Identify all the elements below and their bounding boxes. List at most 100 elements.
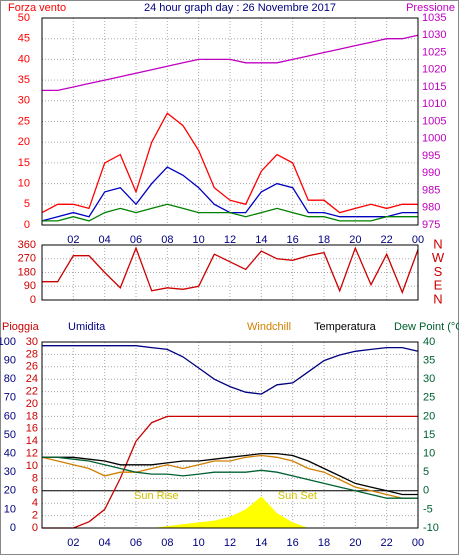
y2-tick-label: 1035: [422, 12, 446, 24]
x-tick-label: 22: [381, 537, 393, 549]
y2-tick-label: 5: [423, 466, 429, 478]
y-tick-label: 5: [24, 198, 30, 210]
y-tick-label: 360: [18, 239, 36, 251]
annotation: Sun Rise: [134, 490, 179, 502]
line: [42, 456, 418, 499]
x-tick-label: 00: [412, 537, 424, 549]
y2-tick-label: 25: [423, 392, 435, 404]
y3-tick-label: 0: [10, 522, 16, 534]
wind-label: Forza vento: [8, 2, 66, 14]
legend-label: Temperatura: [314, 321, 377, 333]
legend-label: Pioggia: [2, 321, 40, 333]
y-tick-label: 20: [26, 398, 38, 410]
x-tick-label: 16: [287, 537, 299, 549]
x-tick-label: 06: [130, 537, 142, 549]
y-tick-label: 45: [18, 33, 30, 45]
line: [42, 203, 418, 222]
pressure-label: Pressione: [406, 2, 455, 14]
y-tick-label: 0: [32, 522, 38, 534]
y2-tick-label: 990: [422, 167, 440, 179]
line: [42, 452, 418, 496]
y-tick-label: 270: [18, 253, 36, 265]
y3-tick-label: 90: [4, 355, 16, 367]
y-tick-label: 12: [26, 448, 38, 460]
area: [42, 496, 418, 528]
x-tick-label: 04: [99, 537, 111, 549]
x-tick-label: 08: [161, 234, 173, 246]
y2-tick-label: 1000: [422, 133, 446, 145]
x-tick-label: 22: [381, 234, 393, 246]
y-tick-label: 6: [32, 485, 38, 497]
y2-tick-label: 975: [422, 219, 440, 231]
y3-tick-label: 30: [4, 466, 16, 478]
x-tick-label: 02: [67, 234, 79, 246]
y2-tick-label: -10: [423, 522, 439, 534]
y2-tick-label: 995: [422, 150, 440, 162]
y-tick-label: 20: [18, 136, 30, 148]
x-tick-label: 18: [318, 234, 330, 246]
y-tick-label: 2: [32, 510, 38, 522]
y2-tick-label: E: [434, 278, 443, 293]
y3-tick-label: 20: [4, 485, 16, 497]
x-tick-label: 20: [349, 234, 361, 246]
line: [41, 112, 418, 214]
y2-tick-label: N: [433, 236, 442, 251]
y-tick-label: 18: [26, 410, 38, 422]
y2-tick-label: -5: [423, 503, 433, 515]
x-tick-label: 14: [255, 537, 267, 549]
y-tick-label: 24: [26, 373, 38, 385]
y3-tick-label: 70: [4, 392, 16, 404]
y3-tick-label: 80: [4, 373, 16, 385]
plot-frame: [41, 17, 419, 226]
y2-tick-label: W: [432, 250, 445, 265]
y-tick-label: 40: [18, 53, 30, 65]
x-tick-label: 00: [412, 234, 424, 246]
chart-title: 24 hour graph day : 26 Novembre 2017: [144, 2, 336, 14]
plot-frame: [41, 341, 419, 529]
y2-tick-label: 20: [423, 410, 435, 422]
legend-label: Umidita: [68, 321, 106, 333]
y-tick-label: 10: [26, 460, 38, 472]
x-tick-label: 06: [130, 234, 142, 246]
y2-tick-label: 985: [422, 184, 440, 196]
y2-tick-label: 35: [423, 355, 435, 367]
x-tick-label: 14: [255, 234, 267, 246]
legend-label: Windchill: [247, 321, 291, 333]
annotation: Sun Set: [278, 490, 317, 502]
x-tick-label: 08: [161, 537, 173, 549]
y3-tick-label: 50: [4, 429, 16, 441]
line: [42, 345, 419, 395]
y2-tick-label: 980: [422, 202, 440, 214]
y2-tick-label: 1005: [422, 115, 446, 127]
x-tick-label: 16: [287, 234, 299, 246]
y-tick-label: 16: [26, 423, 38, 435]
y2-tick-label: 0: [423, 485, 429, 497]
x-tick-label: 12: [224, 234, 236, 246]
y-tick-label: 22: [26, 386, 38, 398]
y3-tick-label: 10: [4, 503, 16, 515]
y-tick-label: 4: [32, 497, 38, 509]
y-tick-label: 30: [18, 95, 30, 107]
line: [42, 415, 418, 529]
y-tick-label: 50: [18, 12, 30, 24]
plot-frame: [41, 244, 419, 301]
line: [42, 246, 419, 295]
y-tick-label: 0: [30, 294, 36, 306]
y-tick-label: 14: [26, 435, 38, 447]
y-tick-label: 10: [18, 178, 30, 190]
y-tick-label: 90: [24, 280, 36, 292]
y-tick-label: 28: [26, 348, 38, 360]
legend-label: Dew Point (°C: [394, 321, 459, 333]
y3-tick-label: 40: [4, 448, 16, 460]
y-tick-label: 30: [26, 336, 38, 348]
y2-tick-label: 1030: [422, 29, 446, 41]
y-tick-label: 180: [18, 266, 36, 278]
y2-tick-label: 1025: [422, 46, 446, 58]
y-tick-label: 25: [18, 115, 30, 127]
x-tick-label: 18: [318, 537, 330, 549]
y-tick-label: 8: [32, 472, 38, 484]
line: [41, 454, 418, 499]
y2-tick-label: 10: [423, 448, 435, 460]
x-tick-label: 04: [99, 234, 111, 246]
